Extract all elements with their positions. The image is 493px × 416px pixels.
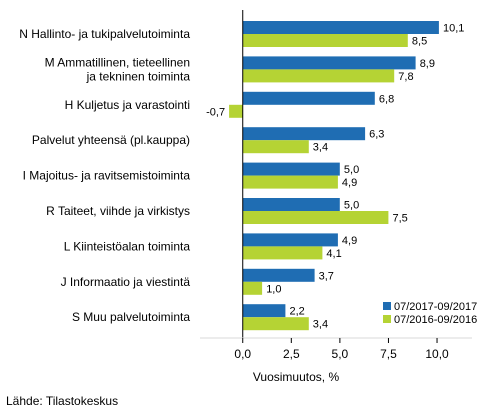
category-label-line: H Kuljetus ja varastointi: [65, 98, 190, 112]
bar-2016: [242, 281, 263, 295]
x-tick-label: 0,0: [234, 347, 251, 361]
category-label-line: J Informaatio ja viestintä: [61, 275, 191, 289]
category-label: N Hallinto- ja tukipalvelutoiminta: [19, 27, 190, 41]
source-note: Lähde: Tilastokeskus: [6, 394, 119, 408]
category-label-line: L Kiinteistöalan toiminta: [64, 239, 191, 253]
category-label-line: I Majoitus- ja ravitsemistoiminta: [23, 169, 191, 183]
data-label: -0,7: [206, 106, 225, 118]
category-label-line: ja tekninen toiminta: [86, 69, 191, 83]
x-axis-title: Vuosimuutos, %: [253, 370, 340, 384]
bars-group: [229, 21, 439, 331]
x-axis: 0,0 2,5 5,0 7,5 10,0: [200, 337, 472, 361]
category-labels: N Hallinto- ja tukipalvelutoiminta M Amma…: [19, 27, 190, 324]
category-label-line: N Hallinto- ja tukipalvelutoiminta: [19, 27, 190, 41]
data-label: 2,2: [290, 306, 305, 318]
data-label: 6,8: [379, 93, 394, 105]
data-label: 5,0: [344, 164, 359, 176]
bar-2016: [242, 34, 408, 47]
bar-2016: [242, 175, 338, 189]
data-label: 1,0: [266, 283, 281, 295]
x-tick-label: 2,5: [283, 347, 300, 361]
bar-2016: [242, 140, 309, 154]
category-label: H Kuljetus ja varastointi: [65, 98, 190, 112]
value-labels: 10,18,58,97,86,8-0,76,33,45,04,95,07,54,…: [206, 23, 464, 331]
bar-2017: [242, 233, 338, 247]
data-label: 4,9: [342, 177, 357, 189]
data-label: 3,4: [313, 319, 328, 331]
data-label: 8,5: [412, 36, 427, 48]
bar-2016: [242, 246, 323, 260]
data-label: 3,4: [313, 142, 328, 154]
legend-label: 07/2017-09/2017: [394, 301, 477, 313]
bar-2016: [242, 211, 389, 224]
bar-2017: [242, 127, 366, 141]
category-label: R Taiteet, viihde ja virkistys: [46, 204, 190, 218]
category-label-line: R Taiteet, viihde ja virkistys: [46, 204, 190, 218]
bar-2016: [242, 69, 395, 83]
category-label: Palvelut yhteensä (pl.kauppa): [32, 133, 190, 147]
category-label: I Majoitus- ja ravitsemistoiminta: [23, 169, 191, 183]
data-label: 7,5: [393, 213, 408, 225]
bar-2017: [242, 268, 315, 282]
bar-2017: [242, 162, 340, 176]
x-tick-label: 7,5: [380, 347, 397, 361]
bar-2017: [242, 304, 286, 318]
category-label: J Informaatio ja viestintä: [61, 275, 191, 289]
category-label: M Ammatillinen, tieteellinen ja tekninen …: [45, 55, 191, 83]
category-label-line: Palvelut yhteensä (pl.kauppa): [32, 133, 190, 147]
bar-2016: [242, 317, 309, 331]
category-label: L Kiinteistöalan toiminta: [64, 239, 191, 253]
data-label: 5,0: [344, 200, 359, 212]
bar-2017: [242, 198, 340, 211]
x-tick-label: 5,0: [332, 347, 349, 361]
data-label: 4,1: [326, 248, 341, 260]
bar-2016: [229, 104, 243, 118]
legend-swatch: [383, 315, 391, 323]
data-label: 7,8: [398, 71, 413, 83]
bar-2017: [242, 56, 416, 70]
category-label: S Muu palvelutoiminta: [72, 310, 190, 324]
data-label: 6,3: [369, 129, 384, 141]
category-label-line: M Ammatillinen, tieteellinen: [45, 55, 190, 69]
x-tick-label: 10,0: [425, 347, 449, 361]
data-label: 4,9: [342, 235, 357, 247]
legend-label: 07/2016-09/2016: [394, 314, 477, 326]
bar-2017: [242, 21, 439, 34]
data-label: 3,7: [319, 270, 334, 282]
data-label: 10,1: [443, 23, 464, 35]
bar-2017: [242, 91, 375, 105]
legend-swatch: [383, 302, 391, 310]
category-label-line: S Muu palvelutoiminta: [72, 310, 190, 324]
data-label: 8,9: [420, 58, 435, 70]
